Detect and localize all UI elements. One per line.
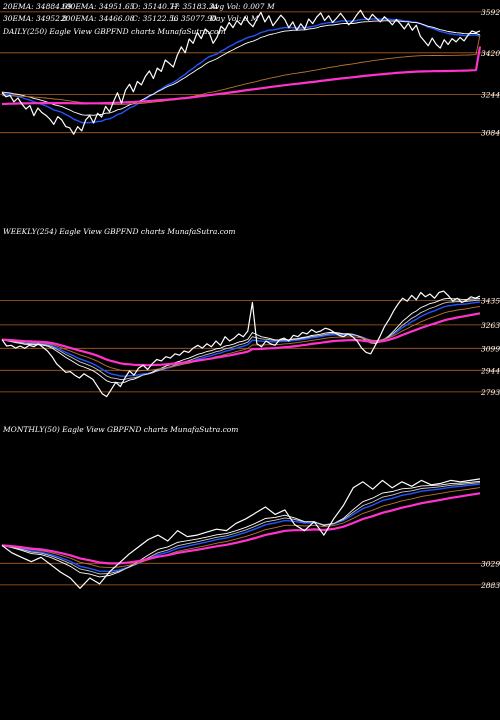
header-high: H: 35183.34 bbox=[170, 2, 218, 11]
daily-chart-panel: DAILY(250) Eagle View GBPFND charts Muna… bbox=[0, 8, 500, 138]
ema-line bbox=[1, 305, 481, 372]
price-line bbox=[1, 9, 481, 135]
level-label: 3263 bbox=[481, 321, 500, 330]
header-20ema: 20EMA: 34884.69 bbox=[2, 2, 72, 11]
price-line bbox=[1, 478, 481, 589]
header-low: L: 35077.90 bbox=[170, 14, 217, 23]
level-label: 2793 bbox=[480, 388, 500, 397]
ema-line bbox=[1, 487, 481, 569]
ema-line bbox=[1, 301, 481, 377]
daily-levels: 3592 3420 3244 3084 bbox=[0, 8, 500, 138]
level-label: 2883 bbox=[480, 581, 500, 590]
ema-line bbox=[1, 480, 481, 578]
monthly-chart-panel: MONTHLY(50) Eagle View GBPFND charts Mun… bbox=[0, 425, 500, 590]
level-label: 3592 bbox=[481, 8, 500, 17]
ema-line bbox=[1, 482, 481, 575]
level-label: 3244 bbox=[481, 91, 500, 100]
level-label: 3420 bbox=[481, 49, 500, 58]
header: 20EMA: 34884.69 100EMA: 34951.65 O: 3514… bbox=[2, 2, 275, 23]
daily-chart-title: DAILY(250) Eagle View GBPFND charts Muna… bbox=[2, 27, 226, 36]
header-avg-vol: Avg Vol: 0.007 M bbox=[209, 2, 275, 11]
ema-line bbox=[1, 297, 481, 384]
header-200ema: 200EMA: 34466.08 bbox=[60, 14, 135, 23]
price-line bbox=[1, 290, 481, 398]
ema-line bbox=[1, 299, 481, 380]
monthly-chart-title: MONTHLY(50) Eagle View GBPFND charts Mun… bbox=[2, 425, 238, 434]
weekly-series bbox=[1, 290, 481, 398]
header-open: O: 35140.77 bbox=[132, 2, 179, 11]
level-label: 3084 bbox=[481, 129, 500, 138]
daily-series bbox=[1, 9, 482, 135]
ema-line bbox=[1, 18, 481, 124]
level-label: 2944 bbox=[480, 366, 500, 375]
ema-line bbox=[1, 492, 481, 565]
weekly-levels: 3435 3263 3099 2944 2793 bbox=[0, 296, 500, 397]
header-close: C: 35122.56 bbox=[132, 14, 179, 23]
ema-line bbox=[1, 20, 481, 116]
header-day-vol: Day Vol: 0 M bbox=[209, 14, 259, 23]
level-label: 3099 bbox=[481, 344, 500, 353]
monthly-series bbox=[1, 478, 481, 589]
weekly-chart-title: WEEKLY(254) Eagle View GBPFND charts Mun… bbox=[3, 227, 236, 236]
header-100ema: 100EMA: 34951.65 bbox=[61, 2, 135, 11]
level-label: 3435 bbox=[481, 296, 500, 305]
ema-line bbox=[1, 312, 481, 367]
level-label: 3029 bbox=[481, 559, 500, 568]
weekly-chart-panel: WEEKLY(254) Eagle View GBPFND charts Mun… bbox=[0, 227, 500, 398]
ema-line bbox=[1, 483, 481, 573]
header-30ema: 30EMA: 34952.8 bbox=[3, 14, 67, 23]
ema-line bbox=[1, 46, 482, 106]
